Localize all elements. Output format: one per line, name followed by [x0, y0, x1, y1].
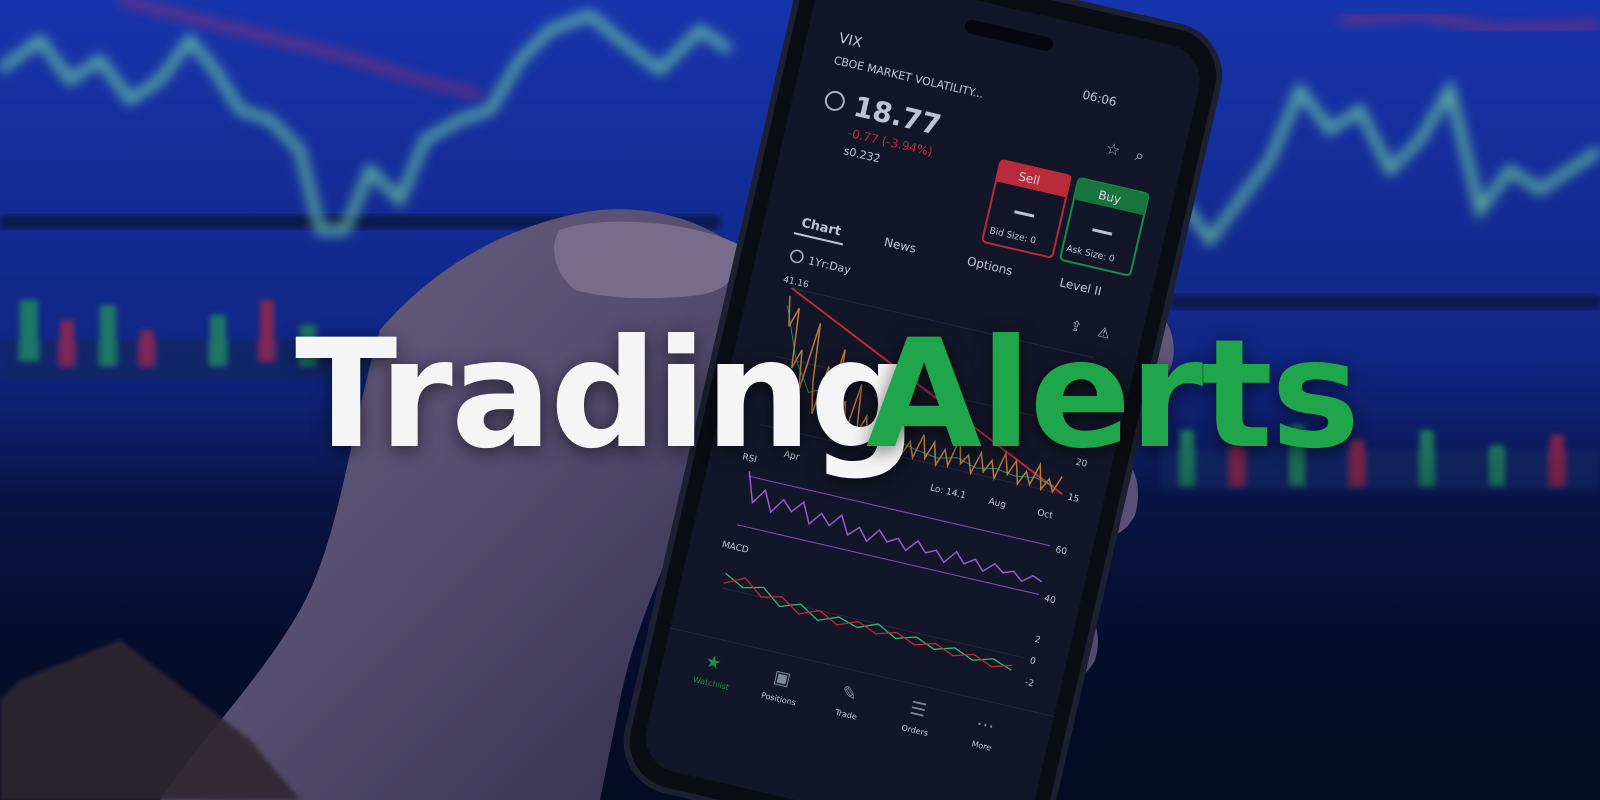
axis-right-label: 40: [1096, 366, 1110, 378]
macd-axis-label: -2: [1024, 678, 1035, 690]
alert-icon[interactable]: ⚠: [1096, 324, 1112, 342]
axis-right-label: 20: [1075, 458, 1089, 470]
macd-axis-label: 2: [1034, 635, 1042, 646]
tab-chart-underline: [793, 232, 843, 246]
sell-label: Sell: [1017, 169, 1041, 188]
axis-right-label: 15: [1066, 493, 1079, 505]
positions-icon: ▣: [771, 666, 792, 690]
rsi-axis-label: 60: [1054, 545, 1068, 557]
more-icon: ⋯: [974, 713, 996, 738]
star-icon[interactable]: ☆: [1104, 138, 1122, 160]
orders-icon: ☰: [908, 698, 928, 722]
trade-icon: ✎: [840, 682, 859, 706]
nav-more[interactable]: More: [971, 739, 992, 752]
month-label: Aug: [987, 497, 1006, 511]
info-icon[interactable]: [824, 90, 846, 112]
buy-label: Buy: [1097, 188, 1123, 207]
rsi-label: RSI: [741, 452, 757, 465]
rsi-axis-label: 40: [1043, 594, 1057, 606]
watchlist-icon: ★: [703, 650, 723, 674]
macd-axis-label: 0: [1029, 656, 1037, 667]
macd-panel: MACD 2 0 -2: [721, 540, 1042, 690]
share-icon[interactable]: ⇪: [1069, 318, 1084, 336]
search-icon[interactable]: ⌕: [1133, 145, 1146, 166]
phone-speaker: [965, 19, 1054, 51]
month-label: Apr: [783, 450, 801, 463]
month-label: Oct: [1036, 508, 1054, 521]
rsi-panel: RSI 60 40: [736, 452, 1068, 606]
month-label: Jun: [850, 465, 867, 478]
symbol-text: VIX: [837, 30, 864, 51]
clock-icon: [790, 249, 804, 264]
